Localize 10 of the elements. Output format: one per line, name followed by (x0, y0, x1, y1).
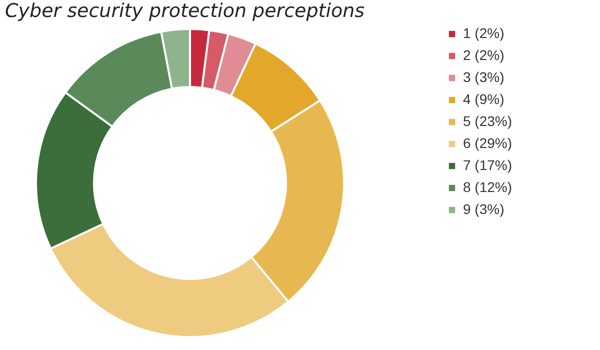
legend-label: 7 (17%) (463, 157, 512, 173)
legend-label: 9 (3%) (463, 201, 504, 217)
legend-label: 8 (12%) (463, 179, 512, 195)
legend-label: 6 (29%) (463, 135, 512, 151)
legend-label: 2 (2%) (463, 47, 504, 63)
legend-label: 1 (2%) (463, 25, 504, 41)
legend-label: 5 (23%) (463, 113, 512, 129)
legend-label: 4 (9%) (463, 91, 504, 107)
chart-title: Cyber security protection perceptions (5, 0, 365, 22)
legend-label: 3 (3%) (463, 69, 504, 85)
